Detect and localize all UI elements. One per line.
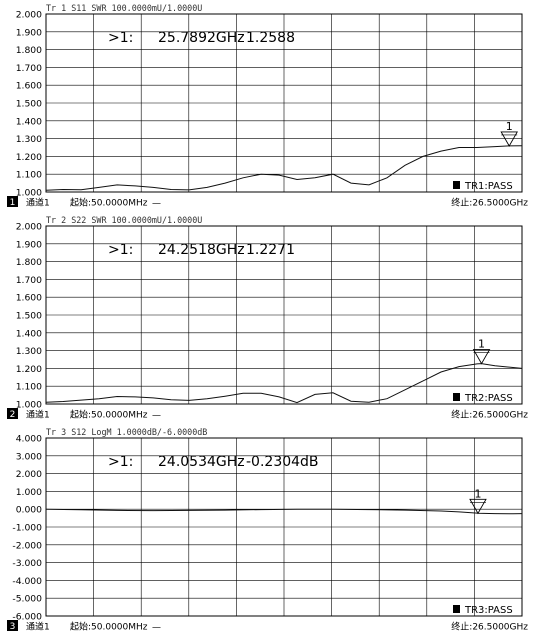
trace-header: Tr 3 S12 LogM 1.0000dB/-6.0000dB: [46, 427, 207, 437]
trace-line: [45, 508, 523, 515]
y-tick-label: 1.900: [16, 239, 42, 250]
channel-number-badge: [7, 408, 18, 419]
marker-readout-value: -0.2304dB: [246, 454, 319, 470]
y-tick-label: 1.300: [16, 134, 42, 145]
stop-frequency: 终止:26.5000GHz: [451, 621, 528, 633]
y-tick-label: 1.500: [16, 99, 42, 110]
stop-frequency: 终止:26.5000GHz: [451, 409, 528, 421]
y-tick-label: 1.000: [16, 188, 42, 199]
marker-readout-symbol: >1:: [108, 242, 133, 258]
y-tick-label: -1.000: [12, 523, 42, 534]
marker-number: 1: [478, 338, 485, 351]
trace-header: Tr 2 S22 SWR 100.0000mU/1.0000U: [46, 215, 202, 225]
y-tick-label: -4.000: [12, 576, 42, 587]
y-tick-label: 1.800: [16, 257, 42, 268]
start-dash: —: [152, 199, 161, 209]
y-tick-label: 1.900: [16, 27, 42, 38]
trace-line: [45, 145, 523, 191]
marker-triangle: [469, 498, 487, 515]
channel-label: 通道1: [26, 197, 50, 209]
trace-header: Tr 1 S11 SWR 100.0000mU/1.0000U: [46, 3, 202, 13]
channel-number-badge: [7, 196, 18, 207]
marker-number: 1: [506, 120, 513, 133]
channel-number-badge: [7, 620, 18, 631]
y-tick-label: 1.000: [16, 400, 42, 411]
marker-number: 1: [474, 487, 481, 500]
y-tick-label: 1.700: [16, 275, 42, 286]
marker-triangle: [472, 349, 491, 365]
y-tick-label: 1.300: [16, 346, 42, 357]
status-square-icon: [453, 181, 460, 189]
y-tick-label: -2.000: [12, 540, 42, 551]
y-tick-label: 1.700: [16, 63, 42, 74]
y-tick-label: 1.600: [16, 81, 42, 92]
trace-panel-1: Tr 1 S11 SWR 100.0000mU/1.0000U 2.000 1.90…: [7, 3, 528, 209]
channel-number: 2: [10, 410, 16, 420]
pass-status: TR1:PASS: [464, 181, 513, 192]
channel-number: 3: [10, 622, 16, 632]
stop-frequency: 终止:26.5000GHz: [451, 197, 528, 209]
y-tick-label: -3.000: [12, 558, 42, 569]
y-tick-label: 2.000: [16, 469, 42, 480]
marker-readout-symbol: >1:: [108, 454, 133, 470]
channel-number: 1: [10, 198, 16, 208]
channel-label: 通道1: [26, 409, 50, 421]
y-tick-label: -6.000: [12, 612, 42, 623]
y-tick-label: 1.600: [16, 293, 42, 304]
y-tick-label: 1.500: [16, 311, 42, 322]
y-tick-label: 1.100: [16, 382, 42, 393]
start-frequency: 起始:50.0000MHz: [70, 409, 148, 421]
start-frequency: 起始:50.0000MHz: [70, 621, 148, 633]
start-dash: —: [152, 411, 161, 421]
status-square-icon: [453, 605, 460, 613]
y-tick-label: 1.000: [16, 487, 42, 498]
status-square-icon: [453, 393, 460, 401]
y-tick-label: 3.000: [16, 451, 42, 462]
pass-status: TR2:PASS: [464, 393, 513, 404]
pass-status: TR3:PASS: [464, 605, 513, 616]
trace-panel-3: Tr 3 S12 LogM 1.0000dB/-6.0000dB 4.000 3.0…: [7, 427, 528, 633]
y-tick-label: 1.800: [16, 45, 42, 56]
marker-readout-value: 1.2588: [246, 30, 295, 46]
y-tick-label: 2.000: [16, 10, 42, 21]
trace-panel-2: Tr 2 S22 SWR 100.0000mU/1.0000U 2.000 1.90…: [7, 215, 528, 421]
y-tick-label: 1.400: [16, 328, 42, 339]
y-tick-label: 1.200: [16, 152, 42, 163]
y-tick-label: 1.100: [16, 170, 42, 181]
marker-readout-frequency: 24.0534GHz: [158, 454, 245, 470]
y-tick-label: 1.200: [16, 364, 42, 375]
y-tick-label: -5.000: [12, 594, 42, 605]
marker-readout-frequency: 24.2518GHz: [158, 242, 245, 258]
y-tick-label: 0.000: [16, 505, 42, 516]
marker-triangle: [500, 131, 518, 147]
trace-line: [45, 363, 523, 404]
y-tick-label: 4.000: [16, 434, 42, 445]
marker-readout-value: 1.2271: [246, 242, 295, 258]
y-tick-label: 2.000: [16, 222, 42, 233]
channel-label: 通道1: [26, 621, 50, 633]
marker-readout-symbol: >1:: [108, 30, 133, 46]
start-frequency: 起始:50.0000MHz: [70, 197, 148, 209]
marker-readout-frequency: 25.7892GHz: [158, 30, 245, 46]
y-tick-label: 1.400: [16, 116, 42, 127]
start-dash: —: [152, 623, 161, 633]
